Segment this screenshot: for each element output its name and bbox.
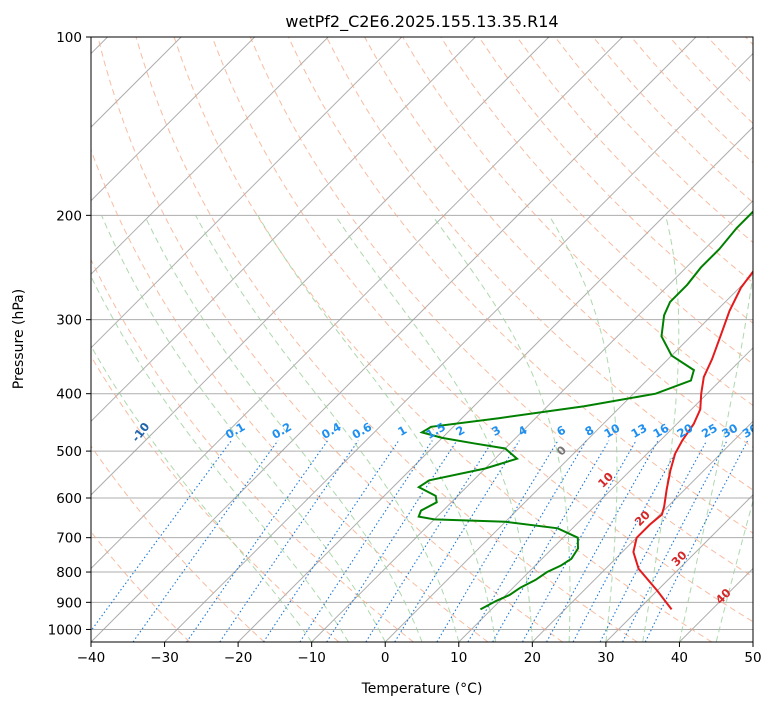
x-tick-label: 40	[671, 650, 688, 666]
y-tick-label: 700	[56, 531, 82, 547]
y-tick-label: 900	[56, 595, 82, 611]
x-tick-label: 20	[524, 650, 541, 666]
x-tick-label: 30	[597, 650, 614, 666]
y-tick-label: 500	[56, 444, 82, 460]
x-tick-label: −20	[224, 650, 253, 666]
y-tick-label: 200	[56, 208, 82, 224]
y-tick-label: 1000	[48, 622, 82, 638]
x-tick-label: −10	[297, 650, 326, 666]
y-tick-label: 100	[56, 30, 82, 46]
x-tick-label: 0	[381, 650, 390, 666]
y-axis-label: Pressure (hPa)	[11, 289, 27, 389]
y-tick-label: 800	[56, 565, 82, 581]
chart-title: wetPf2_C2E6.2025.155.13.35.R14	[285, 12, 558, 32]
x-tick-label: 50	[744, 650, 761, 666]
x-tick-label: −40	[77, 650, 106, 666]
y-tick-label: 400	[56, 387, 82, 403]
x-tick-label: 10	[450, 650, 467, 666]
y-tick-label: 300	[56, 313, 82, 329]
y-tick-label: 600	[56, 491, 82, 507]
x-tick-label: −30	[150, 650, 179, 666]
x-axis-label: Temperature (°C)	[361, 681, 483, 697]
